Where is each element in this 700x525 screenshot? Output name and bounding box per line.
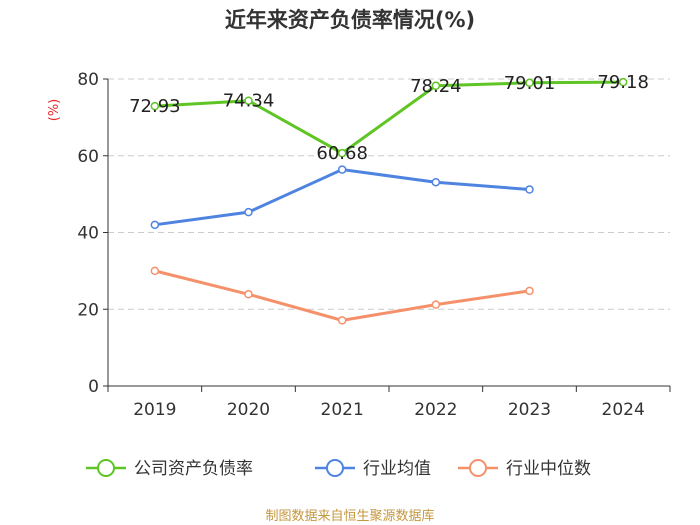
x-tick-label-2024: 2024 (602, 400, 645, 420)
series-2-point-2020 (244, 290, 253, 299)
series-2-point-2021 (337, 316, 347, 325)
y-tick-label-60: 60 (77, 147, 99, 167)
series-0-point-2019 (150, 101, 160, 111)
data-label-2020: 74.34 (223, 91, 275, 112)
series-line-1 (154, 168, 530, 227)
x-tick-label-2022: 2022 (414, 400, 457, 420)
x-tick-label-2020: 2020 (227, 400, 270, 420)
y-tick-label-0: 0 (88, 377, 99, 397)
legend-marker-1 (326, 459, 344, 477)
chart-title: 近年来资产负债率情况(%) (225, 8, 475, 32)
y-axis-label: (%) (47, 99, 62, 122)
legend[interactable]: 公司资产负债率 行业均值 行业中位数 (86, 459, 591, 479)
series-1-point-2022 (431, 177, 441, 187)
series-1-point-2020 (244, 207, 253, 217)
data-label-2019: 72.93 (129, 96, 181, 117)
data-label-2023: 79.01 (504, 73, 556, 94)
series (150, 77, 628, 325)
data-label-2021: 60.68 (316, 143, 368, 164)
series-0-point-2023 (525, 78, 534, 88)
x-tick-label-2023: 2023 (508, 400, 551, 420)
x-tick-label-2019: 2019 (133, 400, 176, 420)
series-line-0 (154, 80, 624, 155)
source-note: 制图数据来自恒生聚源数据库 (265, 508, 434, 524)
series-1-point-2019 (150, 220, 160, 230)
data-labels: 72.93 74.34 60.68 78.24 79.01 79.18 (129, 72, 649, 164)
data-label-2024: 79.18 (597, 72, 649, 93)
series-2-point-2019 (150, 266, 160, 276)
series-2-point-2022 (431, 300, 441, 309)
legend-label-1: 行业均值 (363, 459, 431, 479)
legend-label-2: 行业中位数 (506, 459, 591, 479)
legend-label-0: 公司资产负债率 (134, 459, 253, 479)
y-tick-label-20: 20 (77, 300, 99, 320)
y-tick-label-80: 80 (77, 70, 99, 90)
series-1-point-2023 (525, 185, 534, 194)
axes: 0 20 40 60 80 2019 2020 2021 2022 2023 2024 (77, 70, 671, 420)
series-0-point-2020 (244, 96, 253, 105)
grid-lines (108, 78, 670, 310)
series-0-point-2021 (337, 148, 347, 158)
series-1-point-2021 (337, 165, 347, 174)
data-label-2022: 78.24 (410, 76, 462, 97)
series-0-point-2022 (431, 81, 441, 91)
legend-marker-0 (97, 459, 115, 477)
series-0-point-2024 (618, 77, 628, 87)
series-2-point-2023 (525, 286, 534, 296)
y-tick-label-40: 40 (77, 224, 99, 244)
legend-marker-2 (469, 459, 487, 477)
series-line-2 (154, 269, 530, 322)
x-tick-label-2021: 2021 (321, 400, 364, 420)
